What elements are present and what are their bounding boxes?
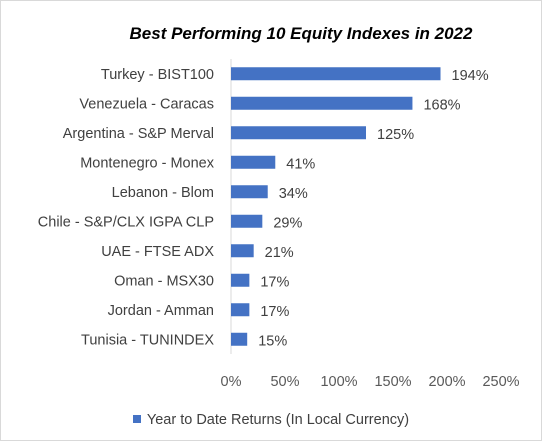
- data-label: 194%: [452, 68, 489, 84]
- data-label: 15%: [258, 333, 287, 349]
- x-tick-label: 200%: [428, 374, 465, 390]
- category-label: Oman - MSX30: [114, 273, 214, 289]
- category-label: Chile - S&P/CLX IGPA CLP: [38, 214, 214, 230]
- bar: [231, 273, 250, 287]
- x-tick-label: 50%: [270, 374, 299, 390]
- bar: [231, 126, 366, 140]
- data-label: 34%: [279, 186, 308, 202]
- category-label: Jordan - Amman: [108, 303, 214, 319]
- legend: Year to Date Returns (In Local Currency): [0, 412, 542, 428]
- bar: [231, 214, 263, 228]
- legend-label: Year to Date Returns (In Local Currency): [146, 412, 410, 428]
- bar: [231, 96, 413, 110]
- category-label: UAE - FTSE ADX: [101, 244, 214, 260]
- category-label: Turkey - BIST100: [101, 67, 214, 83]
- bar: [231, 244, 254, 258]
- category-label: Lebanon - Blom: [112, 185, 214, 201]
- data-label: 17%: [260, 304, 289, 320]
- data-label: 168%: [423, 97, 460, 113]
- data-label: 17%: [260, 274, 289, 290]
- data-label: 29%: [273, 215, 302, 231]
- x-tick-label: 250%: [482, 374, 519, 390]
- data-label: 41%: [286, 156, 315, 172]
- category-label: Montenegro - Monex: [80, 155, 215, 171]
- category-label: Tunisia - TUNINDEX: [81, 332, 214, 348]
- x-tick-label: 0%: [221, 374, 242, 390]
- data-label: 21%: [265, 245, 294, 261]
- bar: [231, 185, 268, 199]
- bar: [231, 67, 441, 81]
- bar: [231, 155, 276, 169]
- category-label: Venezuela - Caracas: [79, 96, 214, 112]
- x-tick-label: 100%: [320, 374, 357, 390]
- bar: [231, 303, 250, 317]
- category-label: Argentina - S&P Merval: [63, 126, 214, 142]
- data-label: 125%: [377, 127, 414, 143]
- legend-swatch: [132, 415, 141, 423]
- chart-title: Best Performing 10 Equity Indexes in 202…: [129, 24, 473, 43]
- x-tick-label: 150%: [374, 374, 411, 390]
- bar: [231, 332, 248, 346]
